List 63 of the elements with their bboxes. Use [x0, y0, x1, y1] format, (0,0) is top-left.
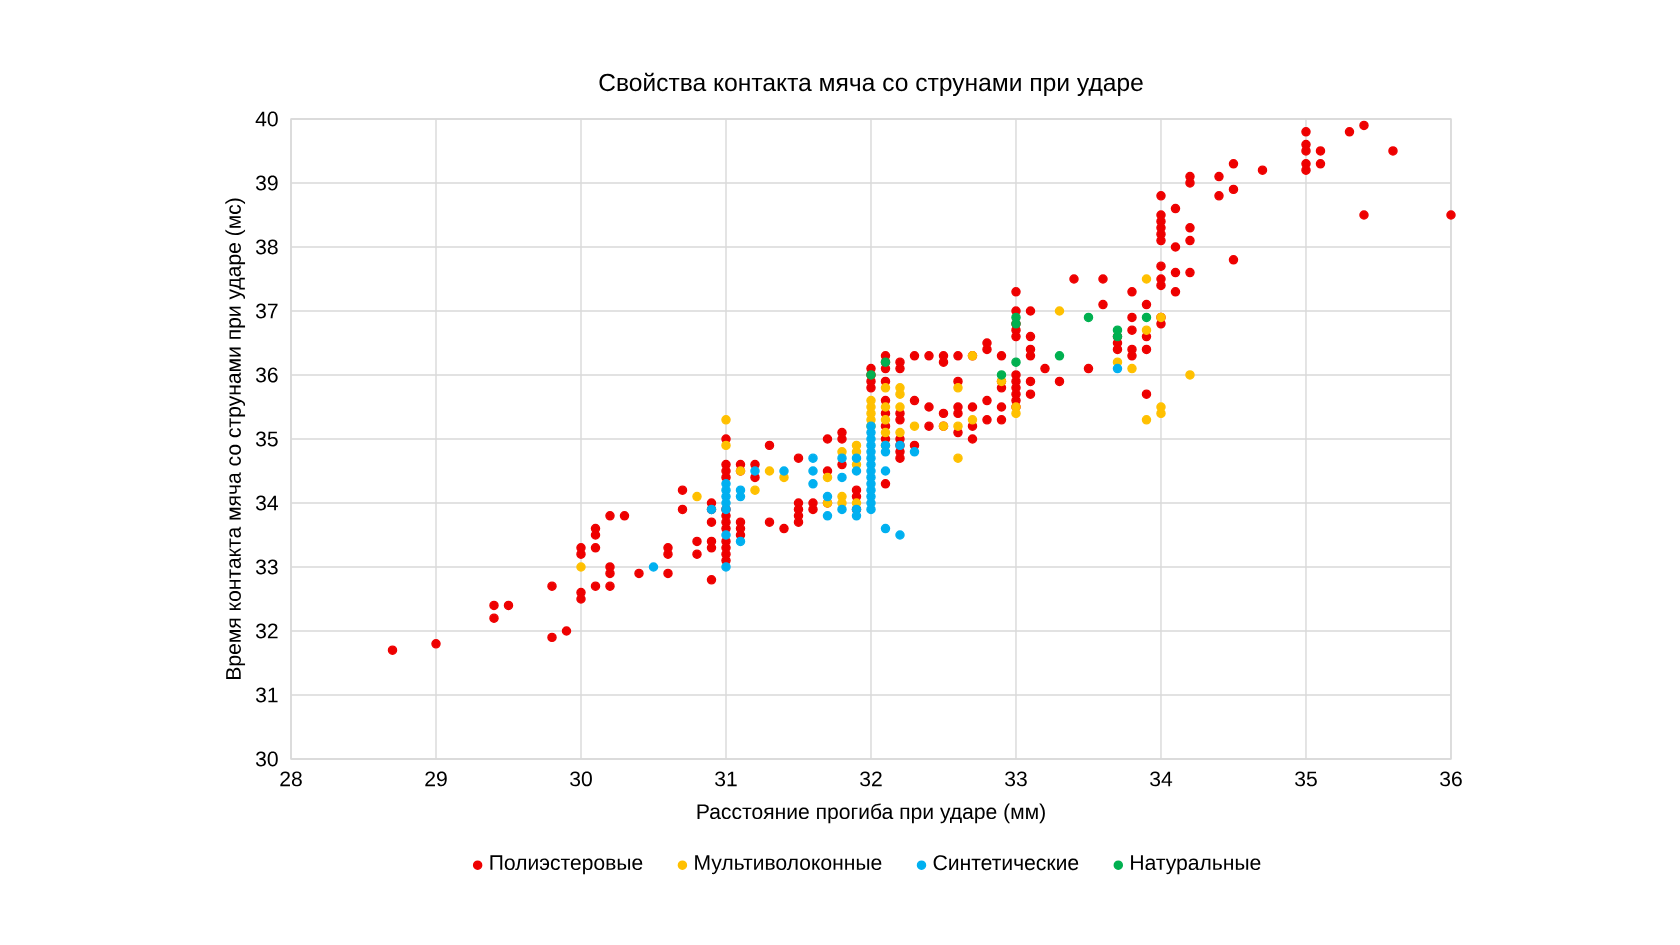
- point: [808, 453, 818, 463]
- point: [1112, 363, 1123, 374]
- x-tick-label: 30: [570, 771, 592, 787]
- point: [1185, 370, 1195, 380]
- point: [808, 466, 818, 476]
- legend-label: Полиэстеровые: [490, 855, 643, 875]
- point: [909, 421, 920, 431]
- point: [822, 491, 833, 502]
- point: [851, 453, 862, 463]
- legend-label: Мультиволоконные: [695, 855, 882, 875]
- y-tick-label: 38: [255, 239, 278, 255]
- x-tick-label: 36: [1440, 771, 1462, 787]
- point: [779, 466, 789, 476]
- legend-label: Синтетические: [933, 855, 1079, 871]
- y-tick-label: 31: [255, 687, 278, 703]
- y-tick-label: 33: [255, 559, 278, 575]
- point: [996, 370, 1007, 380]
- point: [1141, 415, 1152, 425]
- point: [1156, 408, 1166, 419]
- point: [1127, 363, 1137, 374]
- point: [953, 453, 963, 463]
- point: [880, 466, 891, 476]
- point: [880, 447, 891, 457]
- point: [1054, 306, 1065, 316]
- point: [837, 472, 847, 483]
- point: [1141, 274, 1152, 284]
- point: [837, 504, 847, 515]
- x-tick-label: 35: [1295, 771, 1317, 787]
- x-tick-label: 31: [715, 771, 737, 787]
- y-tick-label: 36: [255, 367, 278, 383]
- x-tick-label: 33: [1005, 771, 1027, 787]
- point: [895, 389, 905, 399]
- point: [692, 491, 702, 502]
- point: [721, 415, 731, 425]
- x-tick-label: 28: [280, 771, 302, 787]
- x-tick-label: 29: [425, 771, 447, 787]
- y-tick-label: 32: [255, 623, 278, 639]
- y-tick-label: 34: [255, 495, 278, 511]
- y-tick-label: 35: [255, 431, 278, 447]
- point: [1083, 312, 1094, 323]
- x-axis-title: Расстояние прогиба при ударе (мм): [697, 803, 1045, 824]
- legend-label: Натуральные: [1131, 855, 1261, 875]
- point: [851, 511, 862, 521]
- x-tick-label: 34: [1150, 771, 1173, 787]
- y-tick-label: 39: [255, 175, 278, 191]
- point: [750, 485, 760, 495]
- chart-title: Свойства контакта мяча со струнами при ударе: [599, 72, 1143, 97]
- y-tick-label: 40: [255, 111, 278, 127]
- point: [1011, 357, 1021, 367]
- point: [1141, 312, 1152, 323]
- point: [851, 466, 862, 476]
- point: [764, 466, 775, 476]
- point: [822, 511, 833, 521]
- y-tick-label: 30: [255, 751, 278, 767]
- y-tick-label: 37: [255, 303, 278, 319]
- point: [880, 523, 891, 534]
- point: [808, 479, 818, 489]
- point: [576, 562, 586, 572]
- x-tick-label: 32: [860, 771, 882, 787]
- point: [648, 562, 659, 572]
- point: [1054, 351, 1065, 361]
- y-axis-title: Время контакта мяча со струнами при ударе (мс): [225, 198, 246, 679]
- point: [895, 530, 905, 540]
